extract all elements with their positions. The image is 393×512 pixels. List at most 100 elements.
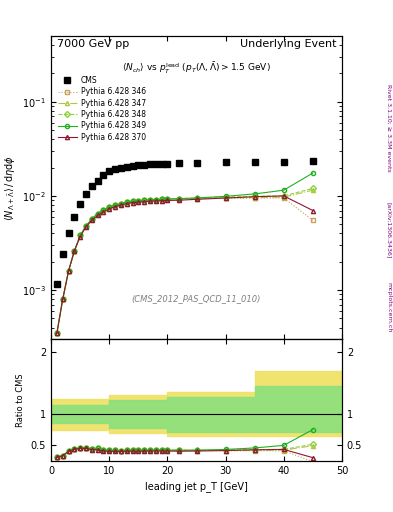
Pythia 6.428 346 (113, 202, 118, 208)
Pythia 6.428 347 (95, 210, 100, 217)
Pythia 6.428 370 (177, 197, 182, 203)
Pythia 6.428 346 (61, 296, 65, 302)
Pythia 6.428 346 (153, 197, 158, 203)
Pythia 6.428 346 (177, 196, 182, 202)
Pythia 6.428 347 (78, 232, 83, 239)
Pythia 6.428 370 (78, 233, 83, 240)
Pythia 6.428 348 (72, 248, 77, 254)
Pythia 6.428 349 (136, 198, 141, 204)
CMS (165, 161, 170, 167)
Pythia 6.428 348 (130, 198, 135, 204)
Pythia 6.428 370 (281, 193, 286, 199)
Pythia 6.428 348 (90, 216, 94, 222)
Line: Pythia 6.428 349: Pythia 6.428 349 (55, 171, 315, 335)
Pythia 6.428 349 (223, 193, 228, 199)
Line: Pythia 6.428 370: Pythia 6.428 370 (55, 194, 315, 335)
Pythia 6.428 347 (281, 194, 286, 200)
Pythia 6.428 348 (136, 198, 141, 204)
Pythia 6.428 348 (113, 202, 118, 208)
CMS (194, 159, 199, 165)
Pythia 6.428 348 (95, 210, 100, 217)
Pythia 6.428 370 (72, 248, 77, 254)
Pythia 6.428 348 (310, 185, 315, 191)
Pythia 6.428 370 (113, 204, 118, 210)
Pythia 6.428 348 (119, 201, 123, 207)
Pythia 6.428 347 (148, 197, 152, 203)
CMS (61, 251, 65, 258)
Pythia 6.428 348 (78, 232, 83, 239)
Pythia 6.428 370 (148, 198, 152, 204)
Pythia 6.428 347 (84, 223, 88, 229)
CMS (159, 161, 164, 167)
CMS (252, 159, 257, 165)
CMS (177, 160, 182, 166)
Pythia 6.428 370 (66, 268, 71, 274)
Pythia 6.428 348 (101, 207, 106, 213)
Pythia 6.428 348 (107, 204, 112, 210)
X-axis label: leading jet p_T [GeV]: leading jet p_T [GeV] (145, 481, 248, 492)
Legend: CMS, Pythia 6.428 346, Pythia 6.428 347, Pythia 6.428 348, Pythia 6.428 349, Pyt: CMS, Pythia 6.428 346, Pythia 6.428 347,… (58, 76, 146, 141)
Line: Pythia 6.428 346: Pythia 6.428 346 (55, 196, 315, 335)
Pythia 6.428 370 (194, 196, 199, 202)
Pythia 6.428 370 (130, 200, 135, 206)
Pythia 6.428 346 (119, 201, 123, 207)
Pythia 6.428 348 (159, 196, 164, 202)
Pythia 6.428 346 (136, 198, 141, 204)
CMS (72, 214, 77, 220)
CMS (95, 178, 100, 184)
Y-axis label: Ratio to CMS: Ratio to CMS (16, 373, 25, 427)
Pythia 6.428 349 (177, 196, 182, 202)
Text: [arXiv:1306.3436]: [arXiv:1306.3436] (386, 202, 391, 259)
Pythia 6.428 349 (84, 223, 88, 229)
Pythia 6.428 370 (119, 202, 123, 208)
Pythia 6.428 346 (84, 223, 88, 229)
Pythia 6.428 349 (66, 268, 71, 274)
CMS (148, 161, 152, 167)
Pythia 6.428 347 (107, 204, 112, 210)
CMS (66, 230, 71, 237)
Pythia 6.428 349 (101, 207, 106, 213)
Pythia 6.428 346 (310, 217, 315, 223)
Pythia 6.428 348 (153, 197, 158, 203)
CMS (119, 164, 123, 170)
Pythia 6.428 348 (84, 223, 88, 229)
Pythia 6.428 370 (95, 212, 100, 219)
Pythia 6.428 346 (148, 197, 152, 203)
Pythia 6.428 346 (159, 196, 164, 202)
Text: Underlying Event: Underlying Event (240, 39, 336, 49)
Pythia 6.428 370 (90, 217, 94, 223)
Pythia 6.428 346 (95, 210, 100, 217)
Pythia 6.428 349 (90, 216, 94, 222)
Pythia 6.428 349 (95, 210, 100, 217)
Pythia 6.428 346 (142, 197, 147, 203)
CMS (55, 281, 59, 287)
Pythia 6.428 349 (194, 195, 199, 201)
Pythia 6.428 346 (130, 198, 135, 204)
Pythia 6.428 370 (101, 208, 106, 215)
Pythia 6.428 349 (119, 201, 123, 207)
Pythia 6.428 370 (310, 207, 315, 214)
Line: Pythia 6.428 347: Pythia 6.428 347 (55, 188, 315, 335)
Pythia 6.428 370 (61, 296, 65, 302)
Pythia 6.428 349 (281, 187, 286, 193)
Text: $\langle N_{ch}\rangle$ vs $p_T^{\rm lead}$ ($p_T(\Lambda,\bar\Lambda) > 1.5$ Ge: $\langle N_{ch}\rangle$ vs $p_T^{\rm lea… (122, 60, 271, 75)
Pythia 6.428 348 (194, 195, 199, 201)
Line: Pythia 6.428 348: Pythia 6.428 348 (55, 186, 315, 335)
Pythia 6.428 349 (61, 296, 65, 302)
Pythia 6.428 349 (55, 330, 59, 336)
Pythia 6.428 370 (136, 199, 141, 205)
Pythia 6.428 347 (252, 195, 257, 201)
Pythia 6.428 370 (159, 198, 164, 204)
CMS (124, 163, 129, 169)
CMS (101, 172, 106, 178)
Y-axis label: $\langle N_{\Lambda+\bar{\Lambda}}\rangle\,/\,\mathrm{d}\eta\mathrm{d}\phi$: $\langle N_{\Lambda+\bar{\Lambda}}\rangl… (3, 155, 17, 221)
Pythia 6.428 347 (61, 296, 65, 302)
Pythia 6.428 348 (66, 268, 71, 274)
Pythia 6.428 348 (148, 197, 152, 203)
Pythia 6.428 348 (177, 196, 182, 202)
Pythia 6.428 348 (124, 199, 129, 205)
Line: CMS: CMS (54, 159, 316, 287)
CMS (90, 183, 94, 189)
Text: Rivet 3.1.10; ≥ 3.3M events: Rivet 3.1.10; ≥ 3.3M events (386, 84, 391, 172)
Pythia 6.428 370 (165, 197, 170, 203)
